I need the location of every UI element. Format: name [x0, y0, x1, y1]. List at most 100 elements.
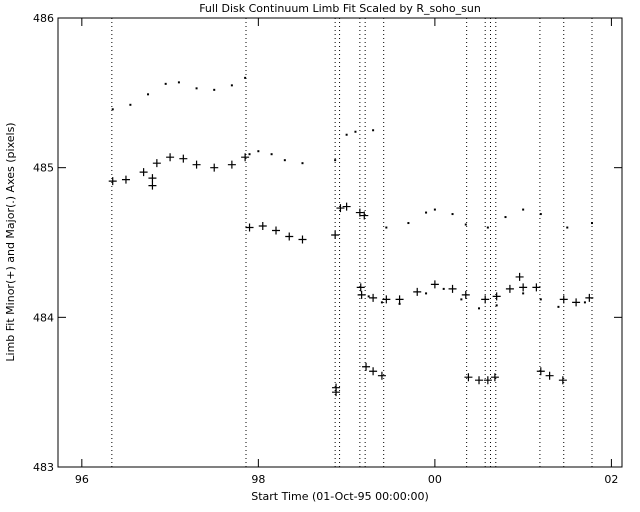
plus-point: [139, 168, 148, 177]
plus-point: [258, 222, 267, 231]
plus-point: [545, 371, 554, 380]
plus-point: [382, 295, 391, 304]
plus-point: [492, 292, 501, 301]
plus-point: [585, 293, 594, 302]
dot-point: [583, 301, 586, 304]
dot-point: [213, 88, 216, 91]
plus-point: [148, 174, 157, 183]
dot-point: [451, 213, 454, 216]
dot-point: [380, 301, 383, 304]
plus-point: [166, 153, 175, 162]
dot-point: [486, 226, 489, 229]
plus-point: [572, 298, 581, 307]
plus-point: [192, 160, 201, 169]
dot-point: [522, 292, 525, 295]
dot-point: [407, 222, 410, 225]
dot-point: [557, 305, 560, 308]
plus-point: [369, 367, 378, 376]
plus-point: [148, 181, 157, 190]
dot-point: [257, 150, 260, 153]
plus-point: [179, 154, 188, 163]
plus-point: [108, 177, 117, 186]
plus-point: [362, 362, 371, 371]
dot-point: [590, 222, 593, 225]
dot-point: [504, 216, 507, 219]
plus-point: [532, 283, 541, 292]
plus-point: [490, 373, 499, 382]
x-tick-label: 98: [251, 473, 265, 486]
plus-point: [285, 232, 294, 241]
plus-point: [272, 226, 281, 235]
dot-point: [230, 84, 233, 87]
plus-point: [519, 283, 528, 292]
dot-point: [354, 130, 357, 133]
plus-point: [360, 211, 369, 220]
dot-point: [147, 93, 150, 96]
plus-point: [227, 160, 236, 169]
dot-point: [385, 226, 388, 229]
plus-point: [377, 371, 386, 380]
dot-point: [177, 81, 180, 84]
plus-point: [475, 376, 484, 385]
dot-point: [522, 208, 525, 211]
x-axis-label: Start Time (01-Oct-95 00:00:00): [251, 490, 429, 503]
plus-point: [558, 376, 567, 385]
dot-point: [244, 76, 247, 79]
dot-point: [164, 82, 167, 85]
x-tick-label: 00: [428, 473, 442, 486]
dot-point: [367, 295, 370, 298]
dot-point: [111, 108, 114, 111]
y-tick-label: 486: [33, 12, 54, 25]
y-axis-label: Limb Fit Minor(+) and Major(.) Axes (pix…: [4, 122, 17, 361]
plus-point: [464, 373, 473, 382]
plus-point: [331, 231, 340, 240]
plus-point: [336, 204, 345, 213]
plus-point: [245, 223, 254, 232]
dot-point: [248, 153, 251, 156]
dot-point: [442, 287, 445, 290]
plus-point: [357, 290, 366, 299]
dot-point: [495, 304, 498, 307]
plus-point: [448, 284, 457, 293]
plus-point: [505, 284, 514, 293]
plus-point: [483, 376, 492, 385]
y-tick-label: 483: [33, 461, 54, 474]
plus-point: [332, 388, 341, 397]
plus-point: [356, 283, 365, 292]
dot-point: [195, 87, 198, 90]
dot-point: [334, 159, 337, 162]
plus-point: [536, 367, 545, 376]
dot-point: [398, 302, 401, 305]
y-tick-label: 484: [33, 311, 54, 324]
plus-point: [298, 235, 307, 244]
plus-point: [355, 208, 364, 217]
dot-point: [478, 307, 481, 310]
dot-point: [539, 213, 542, 216]
x-tick-label: 02: [604, 473, 618, 486]
plus-point: [395, 295, 404, 304]
dot-point: [425, 211, 428, 214]
plus-point: [515, 272, 524, 281]
plus-point: [430, 280, 439, 289]
dot-point: [539, 298, 542, 301]
chart-title: Full Disk Continuum Limb Fit Scaled by R…: [199, 2, 481, 15]
dot-point: [301, 162, 304, 165]
y-tick-label: 485: [33, 162, 54, 175]
dot-point: [566, 226, 569, 229]
dot-point: [464, 223, 467, 226]
plus-point: [559, 295, 568, 304]
x-tick-label: 96: [75, 473, 89, 486]
plus-point: [342, 202, 351, 211]
plus-point: [481, 295, 490, 304]
dot-point: [283, 159, 286, 162]
dot-point: [270, 153, 273, 156]
dot-point: [425, 292, 428, 295]
plus-point: [241, 153, 250, 162]
plus-point: [210, 163, 219, 172]
dot-point: [129, 103, 132, 106]
plus-point: [413, 287, 422, 296]
plus-point: [152, 159, 161, 168]
dot-point: [460, 298, 463, 301]
dot-point: [433, 208, 436, 211]
